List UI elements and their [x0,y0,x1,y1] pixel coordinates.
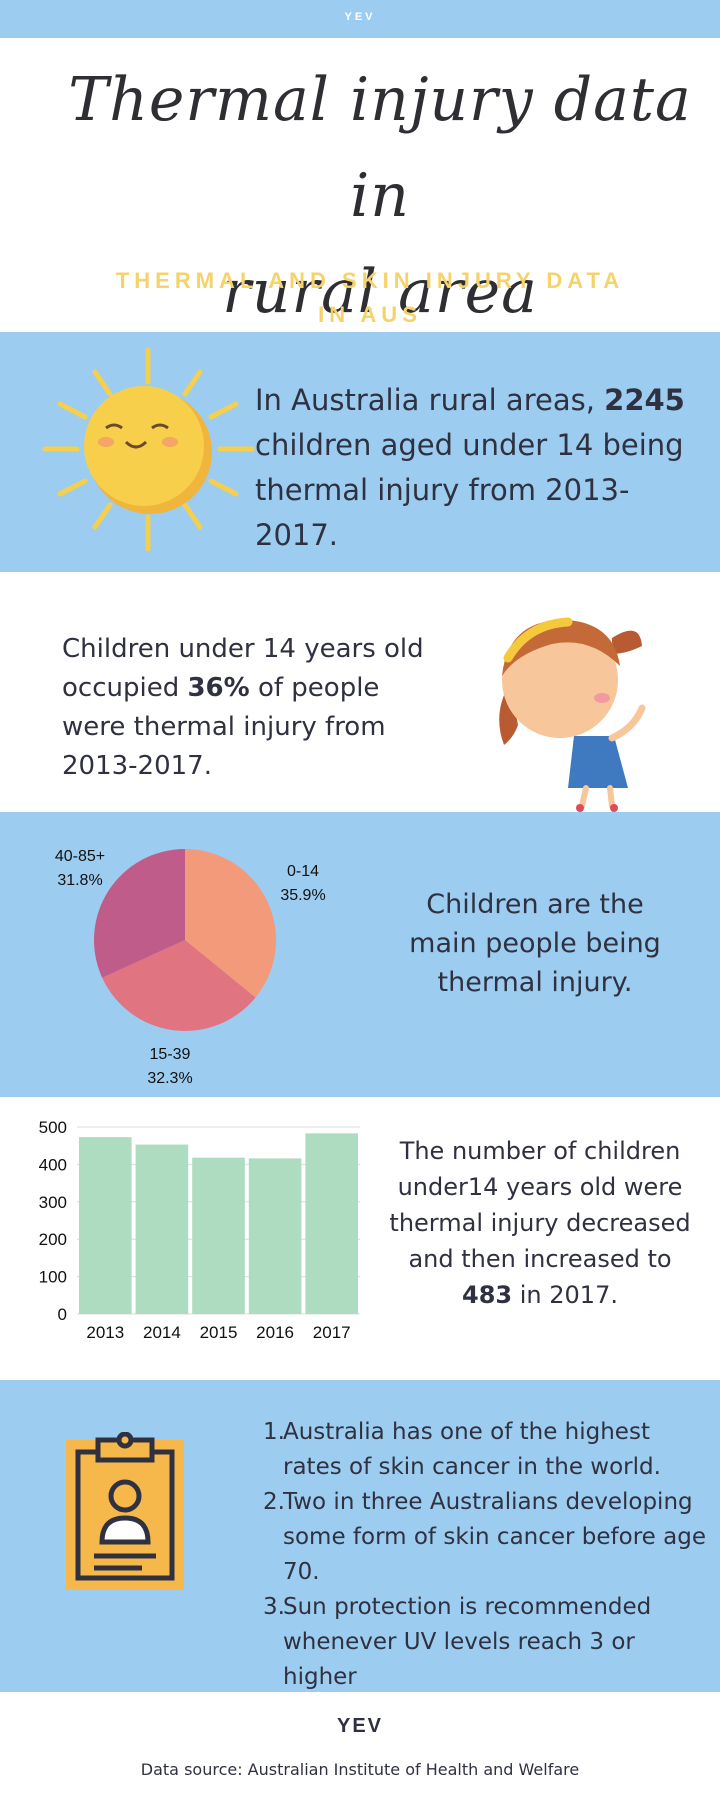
fact-text: Sun protection is recommended whenever U… [283,1594,652,1690]
main-title-line2: rural area [222,257,538,327]
pie-label-0-14: 0-14 35.9% [265,860,341,908]
pie-label-40-85: 40-85+ 31.8% [40,845,120,893]
y-tick-label: 0 [58,1305,67,1324]
pie-label-15-39: 15-39 32.3% [130,1043,210,1091]
section-child-percent: 36% [187,673,250,703]
bar [79,1137,132,1314]
fact-text: Two in three Australians developing some… [283,1489,706,1585]
subtitle: THERMAL AND SKIN INJURY DATA IN AUS [80,264,660,332]
subtitle-line2: IN AUS [318,302,422,327]
x-tick-label: 2017 [313,1323,351,1342]
top-brand: YEV [344,11,376,23]
top-bar: YEV [0,0,720,38]
x-tick-label: 2013 [86,1323,124,1342]
pie-slice-label: 40-85+ [54,848,106,865]
section-pie-text: Children are the main people being therm… [409,889,661,998]
y-tick-label: 100 [39,1268,67,1287]
main-title-line1: Thermal injury data in [68,65,692,231]
bar [248,1158,302,1314]
footer-source: Data source: Australian Institute of Hea… [140,1760,580,1779]
subtitle-line1: THERMAL AND SKIN INJURY DATA [115,268,625,293]
x-tick-label: 2015 [200,1323,238,1342]
pie-slice-percent: 35.9% [280,887,326,904]
fact-item: 2. Two in three Australians developing s… [263,1485,710,1590]
section-child-text-pre: Children under 14 years old occupied [62,634,424,703]
pie-slice [102,940,256,1031]
bar [305,1133,358,1314]
pie-slice-percent: 32.3% [147,1070,193,1087]
pie-slice-percent: 31.8% [57,872,103,889]
child-illustration [499,617,646,812]
fact-number: 3. [263,1594,285,1620]
sun-icon [42,347,255,552]
fact-item: 1. Australia has one of the highest rates… [263,1415,710,1485]
x-tick-label: 2016 [256,1323,294,1342]
y-tick-label: 500 [39,1118,67,1137]
pie-slice [185,849,276,998]
pie-slice-label: 0-14 [286,863,320,880]
footer-brand: YEV [336,1715,384,1737]
section-sun-text-pre: In Australia rural areas, [255,383,605,417]
fact-item: 3. Sun protection is recommended whenever… [263,1590,710,1695]
pie-slice [93,849,185,978]
section-bar-text: The number of children under14 years old… [380,1133,700,1313]
main-title: Thermal injury data in rural area [60,52,700,340]
clipboard-icon [66,1432,184,1590]
section-bar-number: 483 [462,1281,513,1309]
y-tick-label: 400 [39,1155,67,1174]
fact-number: 2. [263,1489,285,1515]
bar-chart: 0 100 200 300 400 500 2013 2014 2015 2016 2017 [39,1118,360,1342]
x-tick-label: 2014 [143,1323,181,1342]
pie-chart [93,849,276,1031]
fact-number: 1. [263,1419,285,1445]
section-bar-text-pre: The number of children under14 years old… [389,1137,691,1273]
facts-list: 1. Australia has one of the highest rates… [263,1415,710,1695]
section-child-text: Children under 14 years old occupied 36%… [62,630,442,786]
y-tick-label: 200 [39,1230,67,1249]
section-sun-text-post: children aged under 14 being thermal inj… [255,428,684,552]
section-child-text-post: of people were thermal injury from 2013-… [62,673,386,781]
fact-text: Australia has one of the highest rates o… [283,1419,661,1480]
y-tick-label: 300 [39,1193,67,1212]
pie-slice-label: 15-39 [149,1046,191,1063]
bar [135,1144,189,1314]
section-bar-text-post: in 2017. [512,1281,618,1309]
bar [192,1157,245,1314]
section-sun-text: In Australia rural areas, 2245 children … [255,378,695,558]
section-sun-number: 2245 [604,383,685,417]
